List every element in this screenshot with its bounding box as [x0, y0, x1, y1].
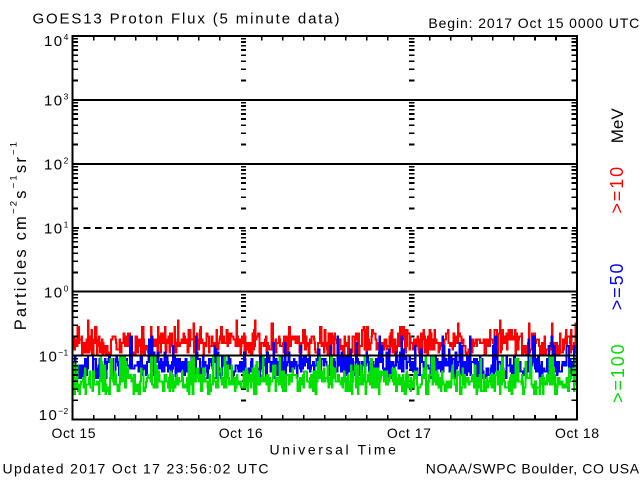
svg-text:Begin: 2017 Oct 15 0000 UTC: Begin: 2017 Oct 15 0000 UTC — [428, 15, 640, 31]
svg-text:>=50: >=50 — [607, 262, 627, 311]
svg-text:Universal Time: Universal Time — [270, 442, 399, 458]
svg-text:104: 104 — [44, 32, 69, 50]
svg-text:10−2: 10−2 — [39, 406, 69, 424]
svg-text:NOAA/SWPC Boulder, CO USA: NOAA/SWPC Boulder, CO USA — [426, 461, 640, 477]
svg-text:Oct 17: Oct 17 — [387, 425, 432, 441]
svg-text:103: 103 — [44, 92, 69, 110]
svg-text:Updated 2017 Oct 17 23:56:02 U: Updated 2017 Oct 17 23:56:02 UTC — [3, 461, 270, 477]
svg-text:Oct 18: Oct 18 — [555, 425, 600, 441]
svg-text:MeV: MeV — [608, 108, 627, 144]
svg-text:Particles cm−2s−1sr−1: Particles cm−2s−1sr−1 — [9, 140, 30, 331]
svg-text:100: 100 — [44, 284, 69, 302]
svg-text:Oct 15: Oct 15 — [52, 425, 97, 441]
svg-text:>=100: >=100 — [608, 342, 628, 403]
svg-text:102: 102 — [44, 156, 69, 174]
svg-text:101: 101 — [44, 220, 69, 238]
svg-text:>=10: >=10 — [607, 165, 627, 214]
svg-text:10−1: 10−1 — [39, 348, 69, 366]
svg-text:GOES13 Proton Flux (5 minute d: GOES13 Proton Flux (5 minute data) — [33, 11, 342, 28]
svg-text:Oct 16: Oct 16 — [219, 425, 264, 441]
